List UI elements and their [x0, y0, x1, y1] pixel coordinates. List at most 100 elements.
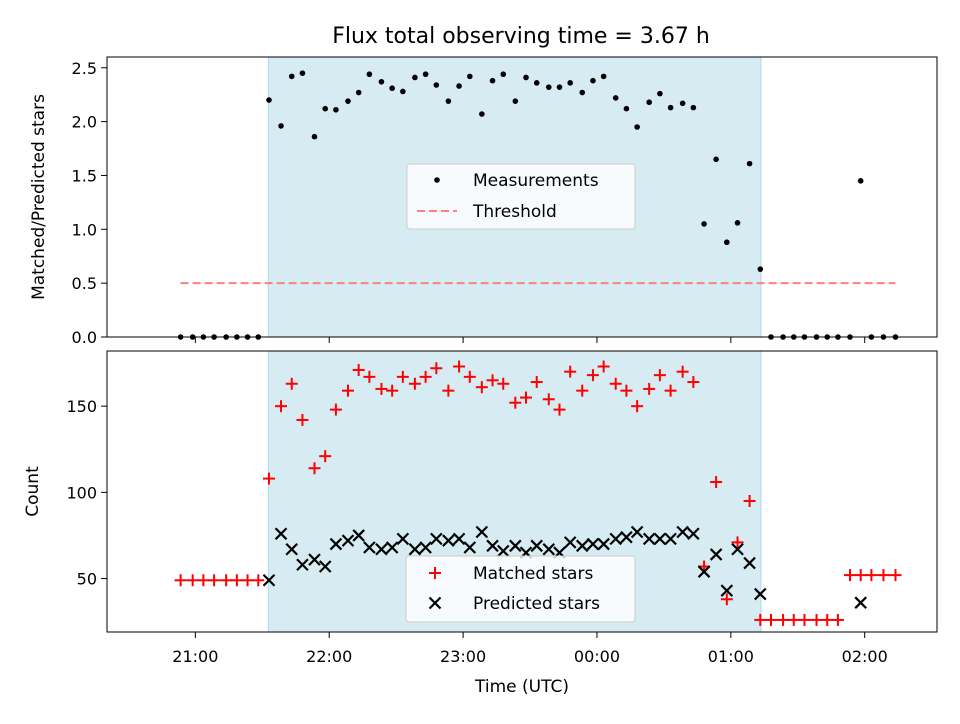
predicted-star-point — [430, 532, 443, 546]
top-ytick-label: 0.5 — [72, 274, 97, 293]
measurement-point — [389, 85, 395, 92]
measurement-point — [299, 70, 306, 76]
predicted-star-point — [653, 532, 667, 546]
matched-star-point — [787, 613, 800, 626]
matched-star-point — [865, 569, 878, 582]
predicted-star-point — [463, 541, 477, 554]
matched-star-point — [186, 574, 199, 587]
predicted-star-point — [329, 537, 343, 551]
legend-measurement-marker — [434, 177, 440, 183]
top-ytick-label: 0.0 — [72, 328, 97, 347]
predicted-star-stroke-b — [385, 541, 399, 554]
legend-predicted-label: Predicted stars — [473, 594, 600, 614]
measurement-point — [333, 106, 339, 113]
predicted-star-stroke-b — [743, 556, 756, 570]
matched-star-point — [463, 370, 476, 383]
predicted-star-stroke-b — [463, 541, 477, 554]
bottom-xtick-label: 01:00 — [708, 647, 754, 666]
matched-star-point — [553, 403, 566, 416]
predicted-star-stroke-b — [731, 542, 744, 556]
matched-star-point — [442, 384, 455, 397]
measurement-point — [355, 89, 362, 96]
measurement-point — [757, 266, 764, 272]
predicted-star-stroke-b — [496, 544, 510, 558]
predicted-star-point — [530, 539, 544, 553]
predicted-star-stroke-b — [308, 553, 321, 566]
predicted-star-stroke-b — [630, 525, 644, 539]
matched-star-point — [341, 384, 354, 397]
measurement-point — [724, 239, 730, 246]
predicted-star-point — [375, 542, 388, 556]
matched-star-point — [230, 574, 243, 587]
matched-star-point — [275, 400, 288, 413]
measurement-point — [512, 98, 519, 104]
top-axes-frame — [106, 56, 938, 338]
predicted-star-stroke-b — [375, 542, 388, 556]
predicted-star-point — [262, 574, 276, 587]
predicted-star-point — [676, 525, 689, 539]
measurement-point — [500, 71, 507, 78]
top-ytick-label: 2.5 — [72, 59, 97, 78]
measurement-point — [857, 178, 864, 184]
measurement-point — [579, 89, 586, 96]
matched-star-point — [664, 384, 677, 397]
predicted-star-point — [620, 530, 633, 544]
predicted-star-stroke-b — [530, 539, 544, 553]
measurement-point — [567, 80, 573, 86]
predicted-star-point — [664, 532, 677, 546]
top-ytick-label: 1.0 — [72, 220, 97, 239]
measurement-point — [612, 95, 619, 101]
predicted-star-point — [486, 539, 499, 553]
measurement-point — [400, 88, 406, 95]
matched-star-point — [765, 613, 777, 626]
predicted-star-stroke-b — [329, 537, 343, 551]
matched-star-point — [430, 362, 443, 375]
predicted-star-point — [697, 565, 711, 578]
measurement-point — [556, 84, 563, 90]
predicted-star-point — [563, 536, 577, 549]
measurement-point — [489, 77, 496, 84]
measurement-point — [311, 133, 318, 140]
predicted-star-stroke-b — [318, 560, 332, 573]
bottom-xtick-label: 02:00 — [842, 647, 888, 666]
matched-star-point — [296, 413, 309, 426]
matched-star-point — [597, 360, 610, 373]
predicted-star-stroke-b — [442, 534, 455, 547]
bottom-xtick-label: 23:00 — [440, 647, 486, 666]
measurement-point — [445, 98, 452, 104]
matched-star-point — [653, 369, 666, 382]
matched-star-point — [419, 370, 432, 383]
predicted-star-stroke-b — [697, 565, 711, 578]
predicted-star-point — [442, 534, 455, 547]
predicted-star-stroke-b — [575, 539, 589, 553]
measurement-point — [466, 73, 473, 80]
matched-star-point — [174, 574, 187, 587]
predicted-star-stroke-b — [274, 527, 288, 541]
predicted-star-point — [274, 527, 288, 541]
measurement-point — [523, 74, 529, 81]
matched-star-point — [810, 613, 823, 626]
predicted-star-stroke-b — [430, 532, 443, 546]
predicted-star-point — [743, 556, 756, 570]
predicted-star-point — [609, 532, 622, 546]
matched-star-point — [609, 377, 622, 390]
predicted-star-stroke-b — [754, 587, 767, 601]
predicted-star-point — [496, 544, 510, 558]
matched-star-point — [520, 391, 533, 404]
predicted-star-point — [575, 539, 589, 553]
predicted-star-stroke-b — [709, 548, 723, 561]
top-ylabel: Matched/Predicted stars — [29, 94, 49, 300]
bottom-ytick-label: 150 — [66, 397, 97, 416]
predicted-star-point — [385, 541, 399, 554]
legend-matched-label: Matched stars — [473, 564, 593, 584]
matched-star-point — [687, 376, 700, 389]
predicted-star-stroke-b — [609, 532, 622, 546]
predicted-star-stroke-b — [396, 532, 410, 546]
matched-star-point — [754, 613, 767, 626]
measurement-point — [634, 124, 640, 130]
measurement-point — [433, 82, 440, 88]
predicted-star-stroke-b — [509, 539, 522, 553]
predicted-star-point — [731, 542, 744, 556]
predicted-star-stroke-b — [352, 529, 365, 542]
